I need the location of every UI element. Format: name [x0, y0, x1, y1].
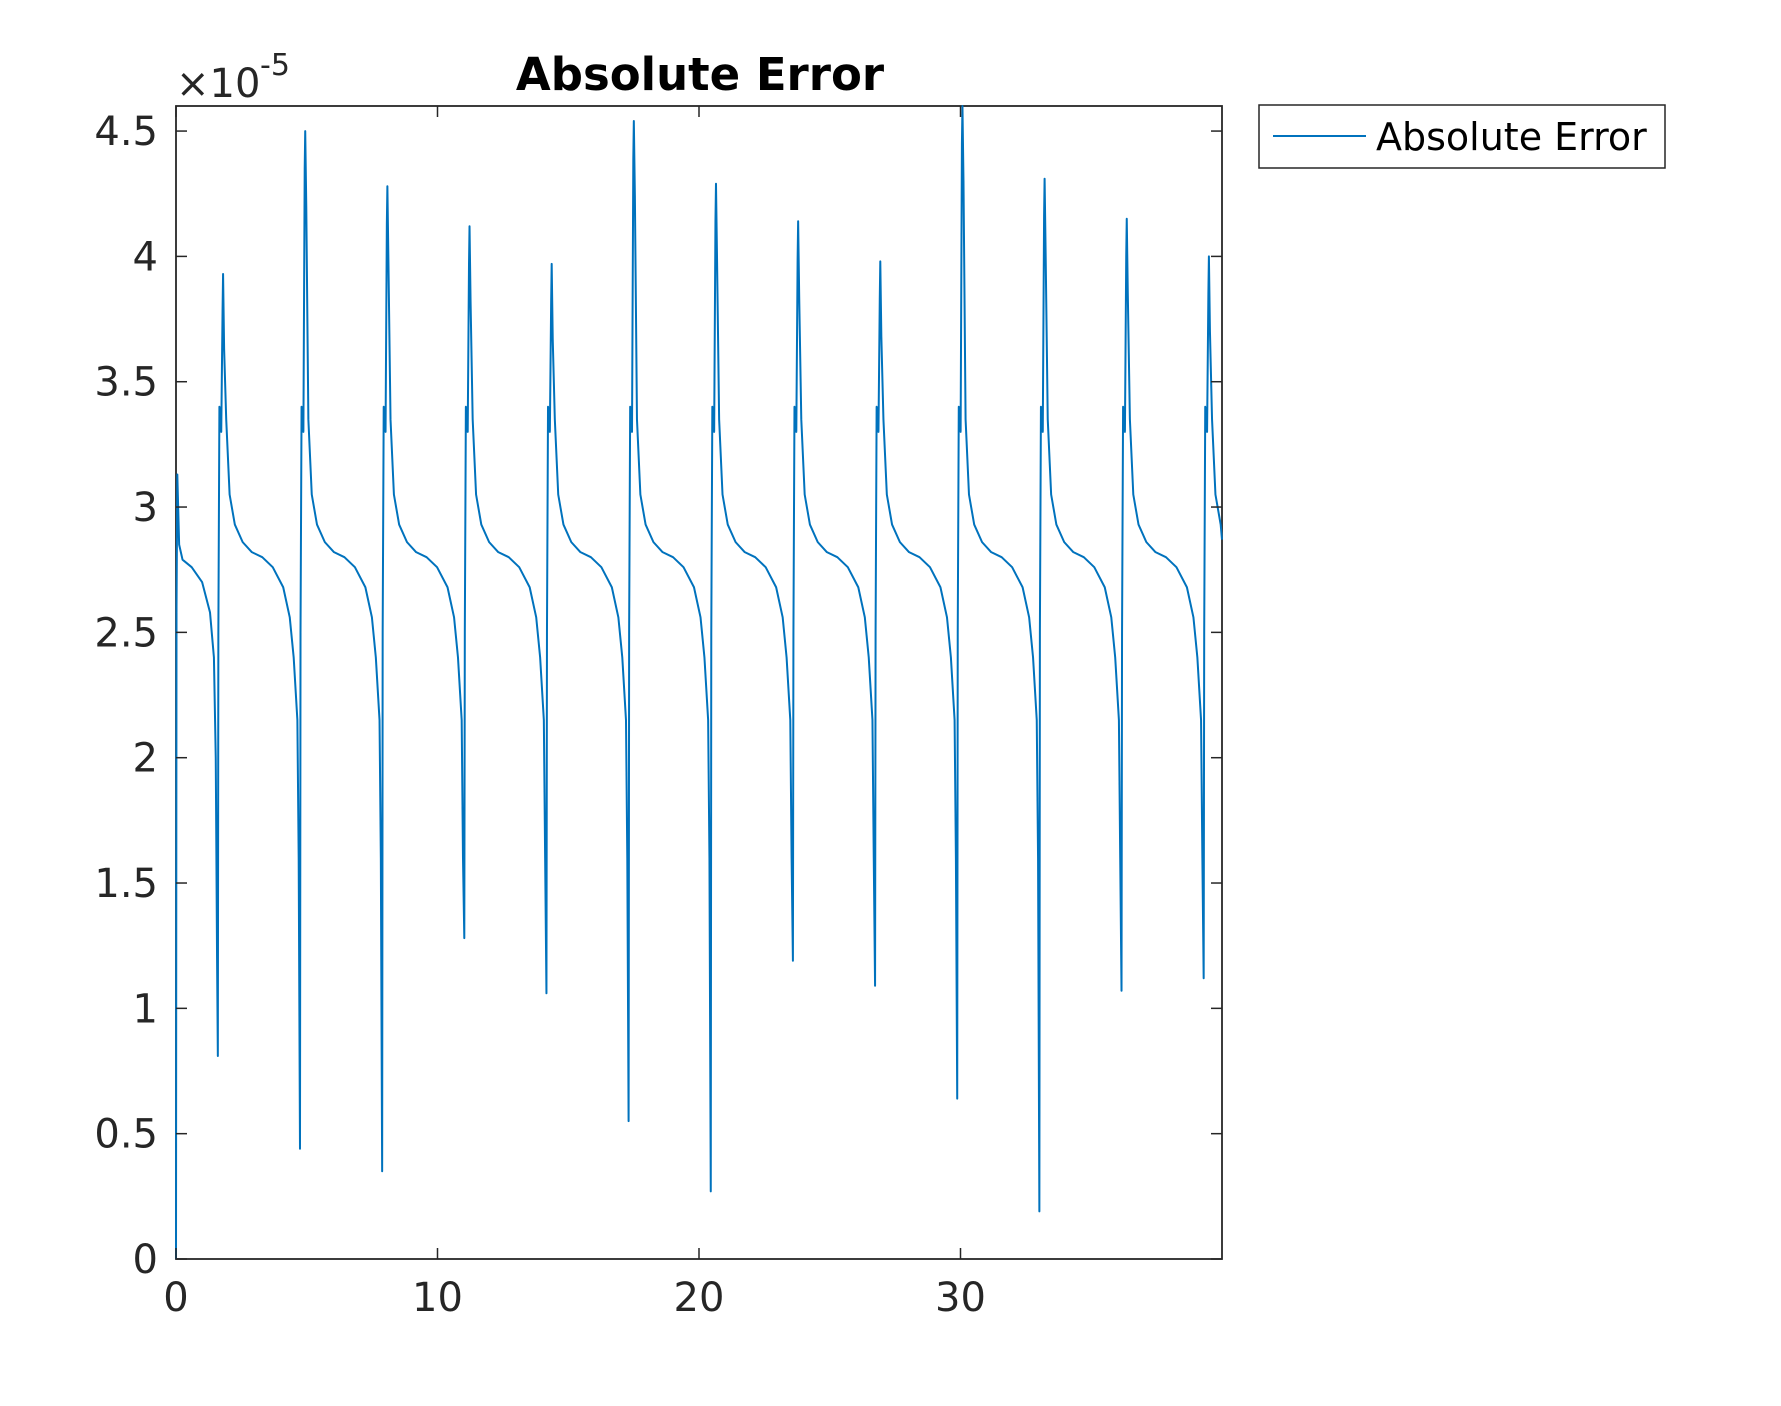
y-tick-label-2: 1 — [133, 986, 158, 1032]
y-exponent-base: ×10 — [176, 61, 260, 107]
y-exponent-label: ×10 -5 — [176, 48, 290, 107]
axis-ticks: 0 10 20 30 0 0.5 1 1.5 2 2.5 3 3.5 4 4.5 — [94, 106, 1222, 1321]
y-tick-label-6: 3 — [133, 485, 158, 531]
chart-title: Absolute Error — [516, 48, 885, 101]
y-tick-label-1: 0.5 — [94, 1112, 158, 1158]
series-line-layer — [175, 105, 1223, 1260]
y-tick-label-0: 0 — [133, 1237, 158, 1283]
legend-entry-absolute-error: Absolute Error — [1376, 115, 1647, 159]
y-tick-label-8: 4 — [133, 234, 158, 280]
x-tick-label-0: 0 — [163, 1275, 188, 1321]
x-tick-label-2: 20 — [674, 1275, 725, 1321]
series-line-absolute-error — [175, 105, 1223, 1260]
y-tick-label-9: 4.5 — [94, 109, 158, 155]
y-tick-label-5: 2.5 — [94, 610, 158, 656]
x-tick-label-1: 10 — [412, 1275, 463, 1321]
y-exponent-power: -5 — [260, 48, 290, 83]
y-tick-label-4: 2 — [133, 736, 158, 782]
y-tick-label-3: 1.5 — [94, 861, 158, 907]
y-tick-label-7: 3.5 — [94, 360, 158, 406]
x-tick-label-3: 30 — [935, 1275, 986, 1321]
legend: Absolute Error — [1258, 104, 1666, 169]
